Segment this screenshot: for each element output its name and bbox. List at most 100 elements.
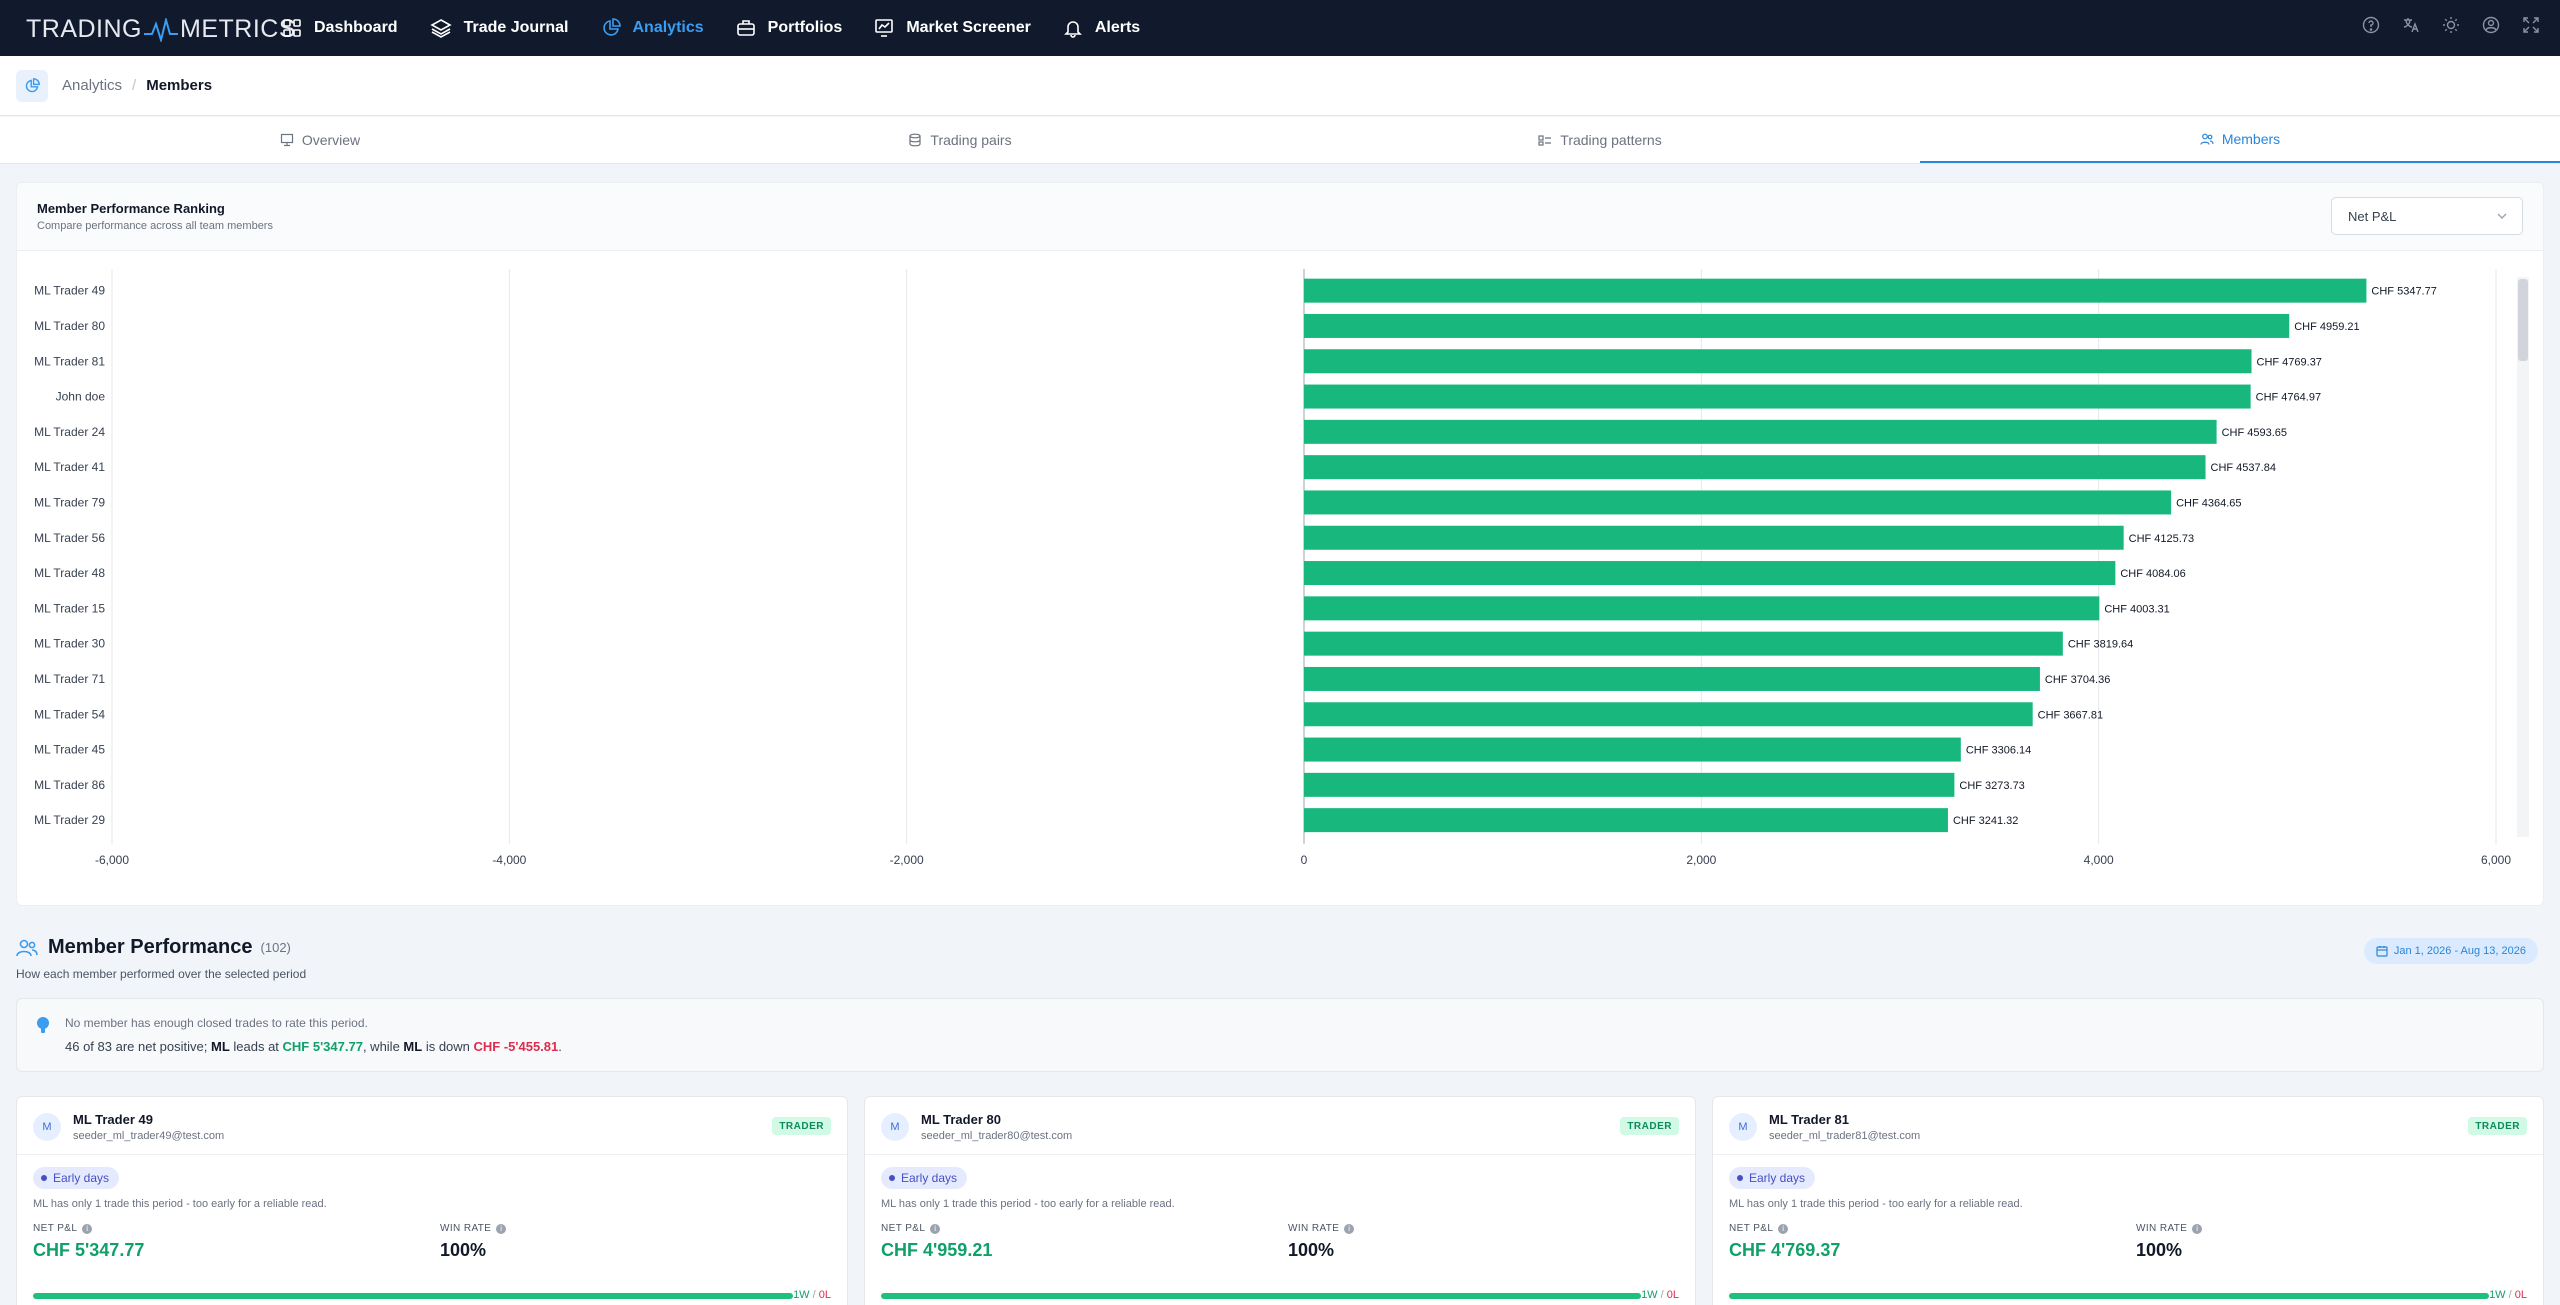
insight-laggard: ML [403,1039,423,1054]
status-badge-label: Early days [901,1171,958,1185]
presentation-icon [280,133,293,147]
bar-value-label: CHF 3819.64 [2068,639,2133,651]
win-rate-label: WIN RATE i [1288,1223,1355,1234]
bar-value-label: CHF 4537.84 [2211,462,2276,474]
tab-overview-label: Overview [301,132,361,148]
bar [1304,384,2251,409]
category-label: ML Trader 56 [34,531,105,545]
nav-portfolios-label: Portfolios [767,19,843,36]
pattern-icon [1538,135,1552,146]
tab-overview[interactable]: Overview [0,117,640,163]
x-tick-label: -2,000 [890,853,924,867]
bar-value-label: CHF 4125.73 [2129,533,2194,545]
metric-select[interactable]: Net P&L [2331,197,2523,235]
info-icon[interactable]: i [496,1223,507,1234]
status-badge: Early days [1729,1167,1816,1189]
briefcase-icon [736,20,755,36]
member-name[interactable]: ML Trader 81 [1769,1112,1849,1127]
win-rate-value: 100% [1288,1240,1335,1260]
member-performance-subtitle: How each member performed over the selec… [16,967,307,981]
net-pnl-label: NET P&L i [33,1223,93,1234]
chart-scrollbar-thumb[interactable] [2518,279,2528,361]
nav-alerts[interactable]: Alerts [1063,18,1140,38]
breadcrumb-analytics[interactable]: Analytics [62,77,123,94]
logo-text-left: TRADING [26,15,142,43]
member-email: seeder_ml_trader80@test.com [921,1130,1073,1142]
bar [1304,455,2206,480]
info-icon[interactable]: i [2192,1223,2203,1234]
category-label: ML Trader 30 [34,637,105,651]
bar-value-label: CHF 4959.21 [2294,321,2359,333]
bar-value-label: CHF 3241.32 [1953,815,2018,827]
status-badge: Early days [33,1167,120,1189]
analytics-tabs: Overview Trading pairs Trading patterns … [0,117,2560,164]
insight-line-2: 46 of 83 are net positive; ML leads at C… [65,1039,562,1054]
category-label: ML Trader 29 [34,813,105,827]
member-card[interactable]: M ML Trader 49 seeder_ml_trader49@test.c… [16,1096,848,1305]
nav-market-screener[interactable]: Market Screener [874,18,1031,38]
win-rate-value: 100% [440,1240,487,1260]
ranking-title: Member Performance Ranking [37,201,225,216]
member-name[interactable]: ML Trader 49 [73,1112,153,1127]
theme-sun-icon[interactable] [2442,16,2460,34]
info-icon[interactable]: i [82,1223,93,1234]
category-label: ML Trader 80 [34,319,105,333]
nav-alerts-label: Alerts [1094,19,1141,36]
info-icon[interactable]: i [1778,1223,1789,1234]
member-note: ML has only 1 trade this period - too ea… [881,1198,1175,1210]
info-icon[interactable]: i [930,1223,941,1234]
tab-trading-patterns-label: Trading patterns [1560,132,1662,148]
translate-icon[interactable] [2402,16,2420,34]
x-tick-label: 4,000 [2084,853,2114,867]
bar-value-label: CHF 3273.73 [1959,780,2024,792]
category-label: ML Trader 41 [34,460,105,474]
nav-analytics[interactable]: Analytics [601,18,704,38]
nav-portfolios[interactable]: Portfolios [736,18,843,38]
bar [1304,596,2100,621]
win-rate-label: WIN RATE i [2136,1223,2203,1234]
tab-trading-patterns[interactable]: Trading patterns [1280,117,1920,163]
logo[interactable]: TRADING METRICS [26,15,296,44]
nav-market-screener-label: Market Screener [906,19,1031,36]
insight-text-b: leads at [229,1039,283,1054]
win-loss-separator: / [812,1289,816,1301]
nav-trade-journal[interactable]: Trade Journal [429,18,569,38]
bar [1304,702,2033,727]
member-card[interactable]: M ML Trader 80 seeder_ml_trader80@test.c… [864,1096,1696,1305]
win-loss-bar [33,1293,793,1299]
user-icon[interactable] [2482,16,2500,34]
x-tick-label: 6,000 [2481,853,2511,867]
win-rate-label-text: WIN RATE [1288,1223,1340,1234]
logo-pulse-icon [144,17,178,42]
category-label: John doe [56,390,106,404]
member-note: ML has only 1 trade this period - too ea… [1729,1198,2023,1210]
tab-trading-pairs[interactable]: Trading pairs [640,117,1280,163]
analytics-icon [16,69,48,102]
status-badge: Early days [881,1167,968,1189]
date-range-pill[interactable]: Jan 1, 2026 - Aug 13, 2026 [2363,938,2538,964]
nav-dashboard[interactable]: Dashboard [282,18,398,38]
member-name[interactable]: ML Trader 80 [921,1112,1001,1127]
losses-count: 0L [2514,1289,2527,1301]
ranking-chart-card: Member Performance Ranking Compare perfo… [16,182,2544,906]
chart-scrollbar[interactable] [2517,277,2529,837]
info-icon[interactable]: i [1344,1223,1355,1234]
role-badge: TRADER [2468,1117,2527,1135]
category-label: ML Trader 79 [34,495,105,509]
category-label: ML Trader 45 [34,743,105,757]
net-pnl-label-text: NET P&L [1729,1223,1774,1234]
member-card[interactable]: M ML Trader 81 seeder_ml_trader81@test.c… [1712,1096,2544,1305]
help-icon[interactable] [2362,16,2380,34]
insight-top-value: CHF 5'347.77 [282,1039,363,1054]
insight-line-1: No member has enough closed trades to ra… [65,1016,368,1030]
member-performance-title: Member Performance [48,936,253,958]
tab-members[interactable]: Members [1920,117,2560,163]
bar [1304,490,2172,515]
bar [1304,313,2290,338]
coins-icon [909,133,922,147]
fullscreen-icon[interactable] [2522,16,2540,34]
win-rate-label: WIN RATE i [440,1223,507,1234]
net-pnl-value: CHF 4'769.37 [1729,1240,1841,1260]
bar [1304,772,1955,797]
bar [1304,525,2124,550]
